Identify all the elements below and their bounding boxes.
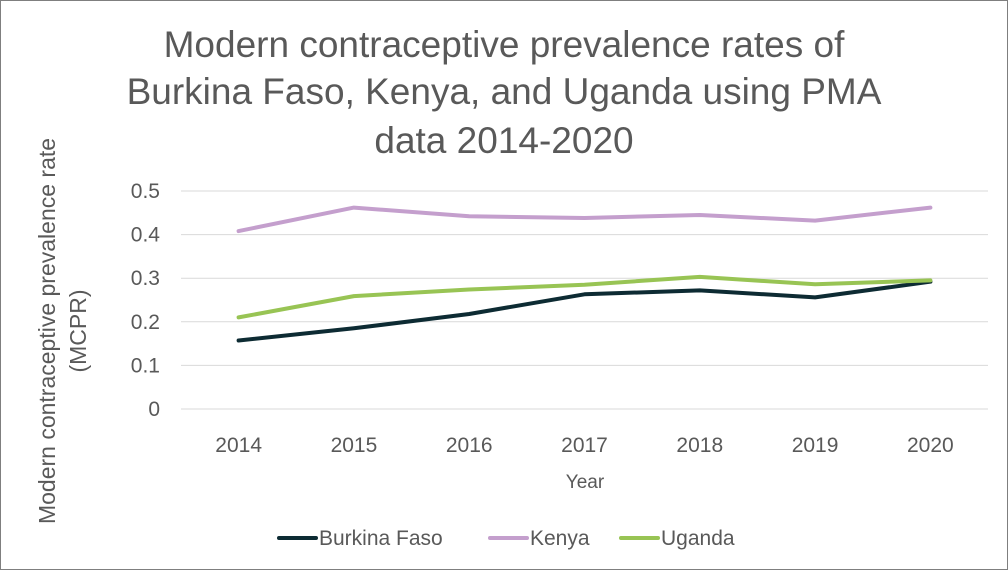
series-line-kenya	[236, 205, 933, 234]
chart-title-line-3: data 2014-2020	[374, 120, 633, 161]
legend-label: Kenya	[530, 527, 590, 550]
x-tick-label: 2017	[561, 434, 608, 457]
x-tick-label: 2020	[907, 434, 954, 457]
y-axis-ticks: 0 0.1 0.2 0.3 0.4 0.5	[131, 180, 161, 421]
x-axis-ticks: 2014 2015 2016 2017 2018 2019 2020	[215, 434, 953, 457]
y-tick-label: 0.5	[131, 180, 160, 203]
y-axis-title-line-2: (MCPR)	[65, 289, 91, 372]
series-line-uganda	[236, 274, 933, 320]
x-tick-label: 2015	[331, 434, 378, 457]
y-tick-label: 0.4	[131, 224, 161, 247]
legend-label: Burkina Faso	[319, 527, 443, 550]
chart-title-line-1: Modern contraceptive prevalence rates of	[164, 24, 845, 65]
x-tick-label: 2014	[215, 434, 262, 457]
y-axis-title: Modern contraceptive prevalence rate (MC…	[34, 138, 91, 524]
x-tick-label: 2016	[446, 434, 493, 457]
y-tick-label: 0.1	[131, 354, 160, 377]
gridlines	[181, 190, 988, 410]
x-axis-title: Year	[566, 472, 605, 493]
chart-title: Modern contraceptive prevalence rates of…	[127, 24, 882, 161]
legend-label: Uganda	[661, 527, 735, 550]
y-axis-title-line-1: Modern contraceptive prevalence rate	[34, 138, 60, 524]
y-tick-label: 0.2	[131, 311, 160, 334]
x-tick-label: 2019	[792, 434, 839, 457]
y-tick-label: 0.3	[131, 267, 160, 290]
series-line-burkina-faso	[236, 279, 933, 343]
chart-title-line-2: Burkina Faso, Kenya, and Uganda using PM…	[127, 71, 882, 112]
legend: Burkina Faso Kenya Uganda	[277, 527, 735, 550]
x-tick-label: 2018	[676, 434, 723, 457]
y-tick-label: 0	[148, 398, 160, 421]
series-lines	[236, 205, 933, 343]
